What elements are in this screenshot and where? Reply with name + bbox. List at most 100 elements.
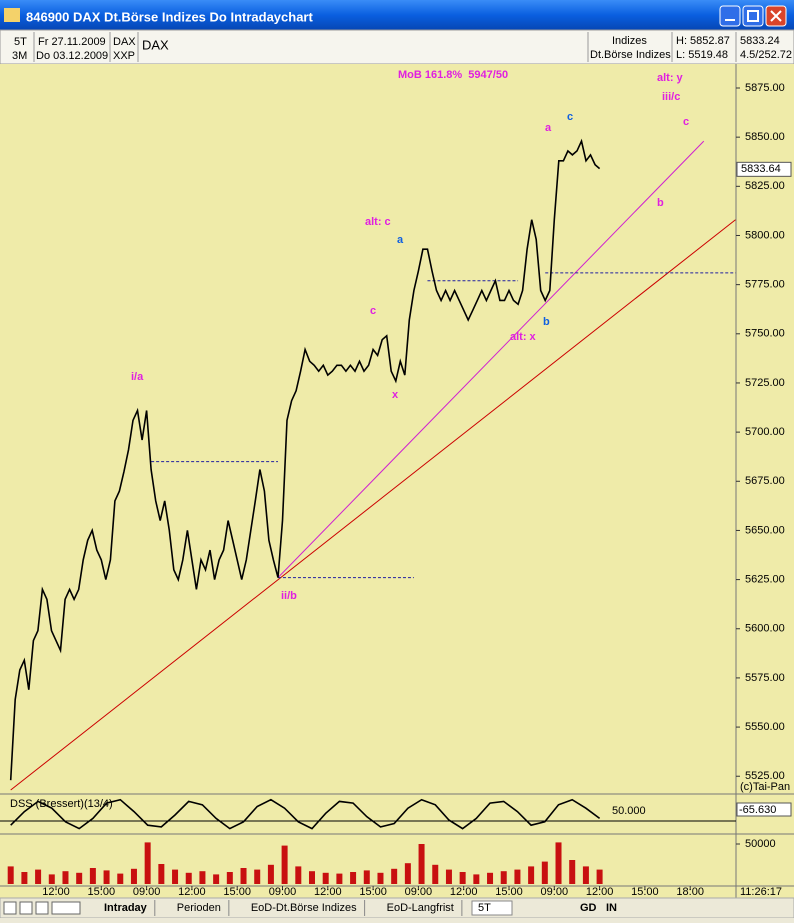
market: Indizes [612,35,647,47]
volume-bar [336,873,343,884]
volume-bar [459,872,466,884]
y-tick-label: 5775.00 [745,279,785,291]
date-from: Fr 27.11.2009 [38,36,106,48]
window-title: 846900 DAX Dt.Börse Indizes Do Intradayc… [26,9,313,24]
y-tick-label: 5675.00 [745,475,785,487]
copyright: (c)Tai-Pan [740,781,790,793]
volume-bar [418,844,425,884]
wave-label: alt: c [365,216,391,228]
readout-box [736,802,792,817]
wave-label: b [657,197,664,209]
header [0,29,794,65]
indicator-title: DSS (Bressert)(13/4) [10,798,113,810]
volume-bar [555,842,562,884]
volume-bar [199,871,206,884]
volume-bar [76,872,83,884]
window-button-icons [725,10,782,22]
volume-bar [445,869,452,884]
wave-label: alt: y [657,72,684,84]
y-tick-label: 5550.00 [745,721,785,733]
volume-bar [350,872,357,884]
y-tick-label: 50.000 [612,805,646,817]
footer-icon[interactable] [51,901,81,915]
volume-bar [541,861,548,884]
volume-bar [322,872,329,884]
trend-line [10,219,736,791]
y-tick-label: 5850.00 [745,131,785,143]
volume-bar [48,874,55,884]
y-tick-label: 5825.00 [745,180,785,192]
volume-bar [308,871,315,884]
volume-bar [569,860,576,884]
y-tick-label: 5650.00 [745,524,785,536]
symbol: DAX [113,36,136,48]
volume-bar [172,869,179,884]
footer-icon[interactable] [19,901,33,915]
y-tick-label: 5875.00 [745,82,785,94]
volume-bar [391,868,398,884]
x-tick-label: 09:00 [405,886,433,898]
title-bar [0,0,794,30]
volume-bar [432,864,439,884]
footer-icon[interactable] [35,901,49,915]
wave-label: c [683,116,689,128]
period-select-label[interactable]: 5T [478,902,491,914]
volume-bar [213,874,220,884]
price-tag [736,161,792,177]
volume-bar [514,869,521,884]
x-tick-label: 12:00 [42,886,70,898]
y-tick-label: 5750.00 [745,328,785,340]
minimize-button[interactable] [719,5,741,27]
wave-label: alt: x [510,331,537,343]
footer-icon[interactable] [3,901,17,915]
toolbar-button[interactable]: GD [580,902,597,914]
volume-bar [158,864,165,884]
volume-bar [130,868,137,884]
volume-bar [103,870,110,884]
low: L: 5519.48 [676,49,728,61]
tab[interactable]: EoD-Dt.Börse Indizes [251,902,357,914]
x-tick-label: 12:00 [586,886,614,898]
volume-bar [117,873,124,884]
tab[interactable]: Perioden [177,902,221,914]
period: 5T [14,36,27,48]
volume-bar [7,866,14,884]
price-line [10,798,601,830]
app-icon [4,8,20,22]
volume-bar [473,874,480,884]
x-tick-label: 09:00 [133,886,161,898]
x-tick-label: 12:00 [178,886,206,898]
volume-bar [404,863,411,884]
period-select[interactable] [471,900,513,916]
price-tag-label: 5833.64 [741,163,781,175]
toolbar-button[interactable]: IN [606,902,617,914]
volume-bar [596,869,603,884]
exchange: Dt.Börse Indizes [590,49,671,61]
volume-bar [35,869,42,884]
y-tick-label: 5800.00 [745,229,785,241]
y-tick-label: 5525.00 [745,770,785,782]
volume-bar [487,872,494,884]
wave-label: x [392,389,399,401]
x-tick-label: 15:00 [223,886,251,898]
x-tick-label: 12:00 [314,886,342,898]
y-tick-label: 50000 [745,838,776,850]
x-tick-label: 18:00 [676,886,704,898]
y-tick-label: 5625.00 [745,574,785,586]
chart-area [0,64,794,898]
volume-bar [254,869,261,884]
x-tick-label: 15:00 [88,886,116,898]
volume-bar [582,866,589,884]
volume-bar [89,868,96,884]
wave-label: a [545,122,552,134]
last: 5833.24 [740,35,780,47]
date-to: Do 03.12.2009 [36,50,108,62]
wave-label: MoB 161.8% 5947/50 [398,69,508,81]
tab[interactable]: EoD-Langfrist [387,902,454,914]
wave-label: i/a [131,371,144,383]
y-tick-label: 5700.00 [745,426,785,438]
maximize-button[interactable] [742,5,764,27]
tab[interactable]: Intraday [104,902,148,914]
